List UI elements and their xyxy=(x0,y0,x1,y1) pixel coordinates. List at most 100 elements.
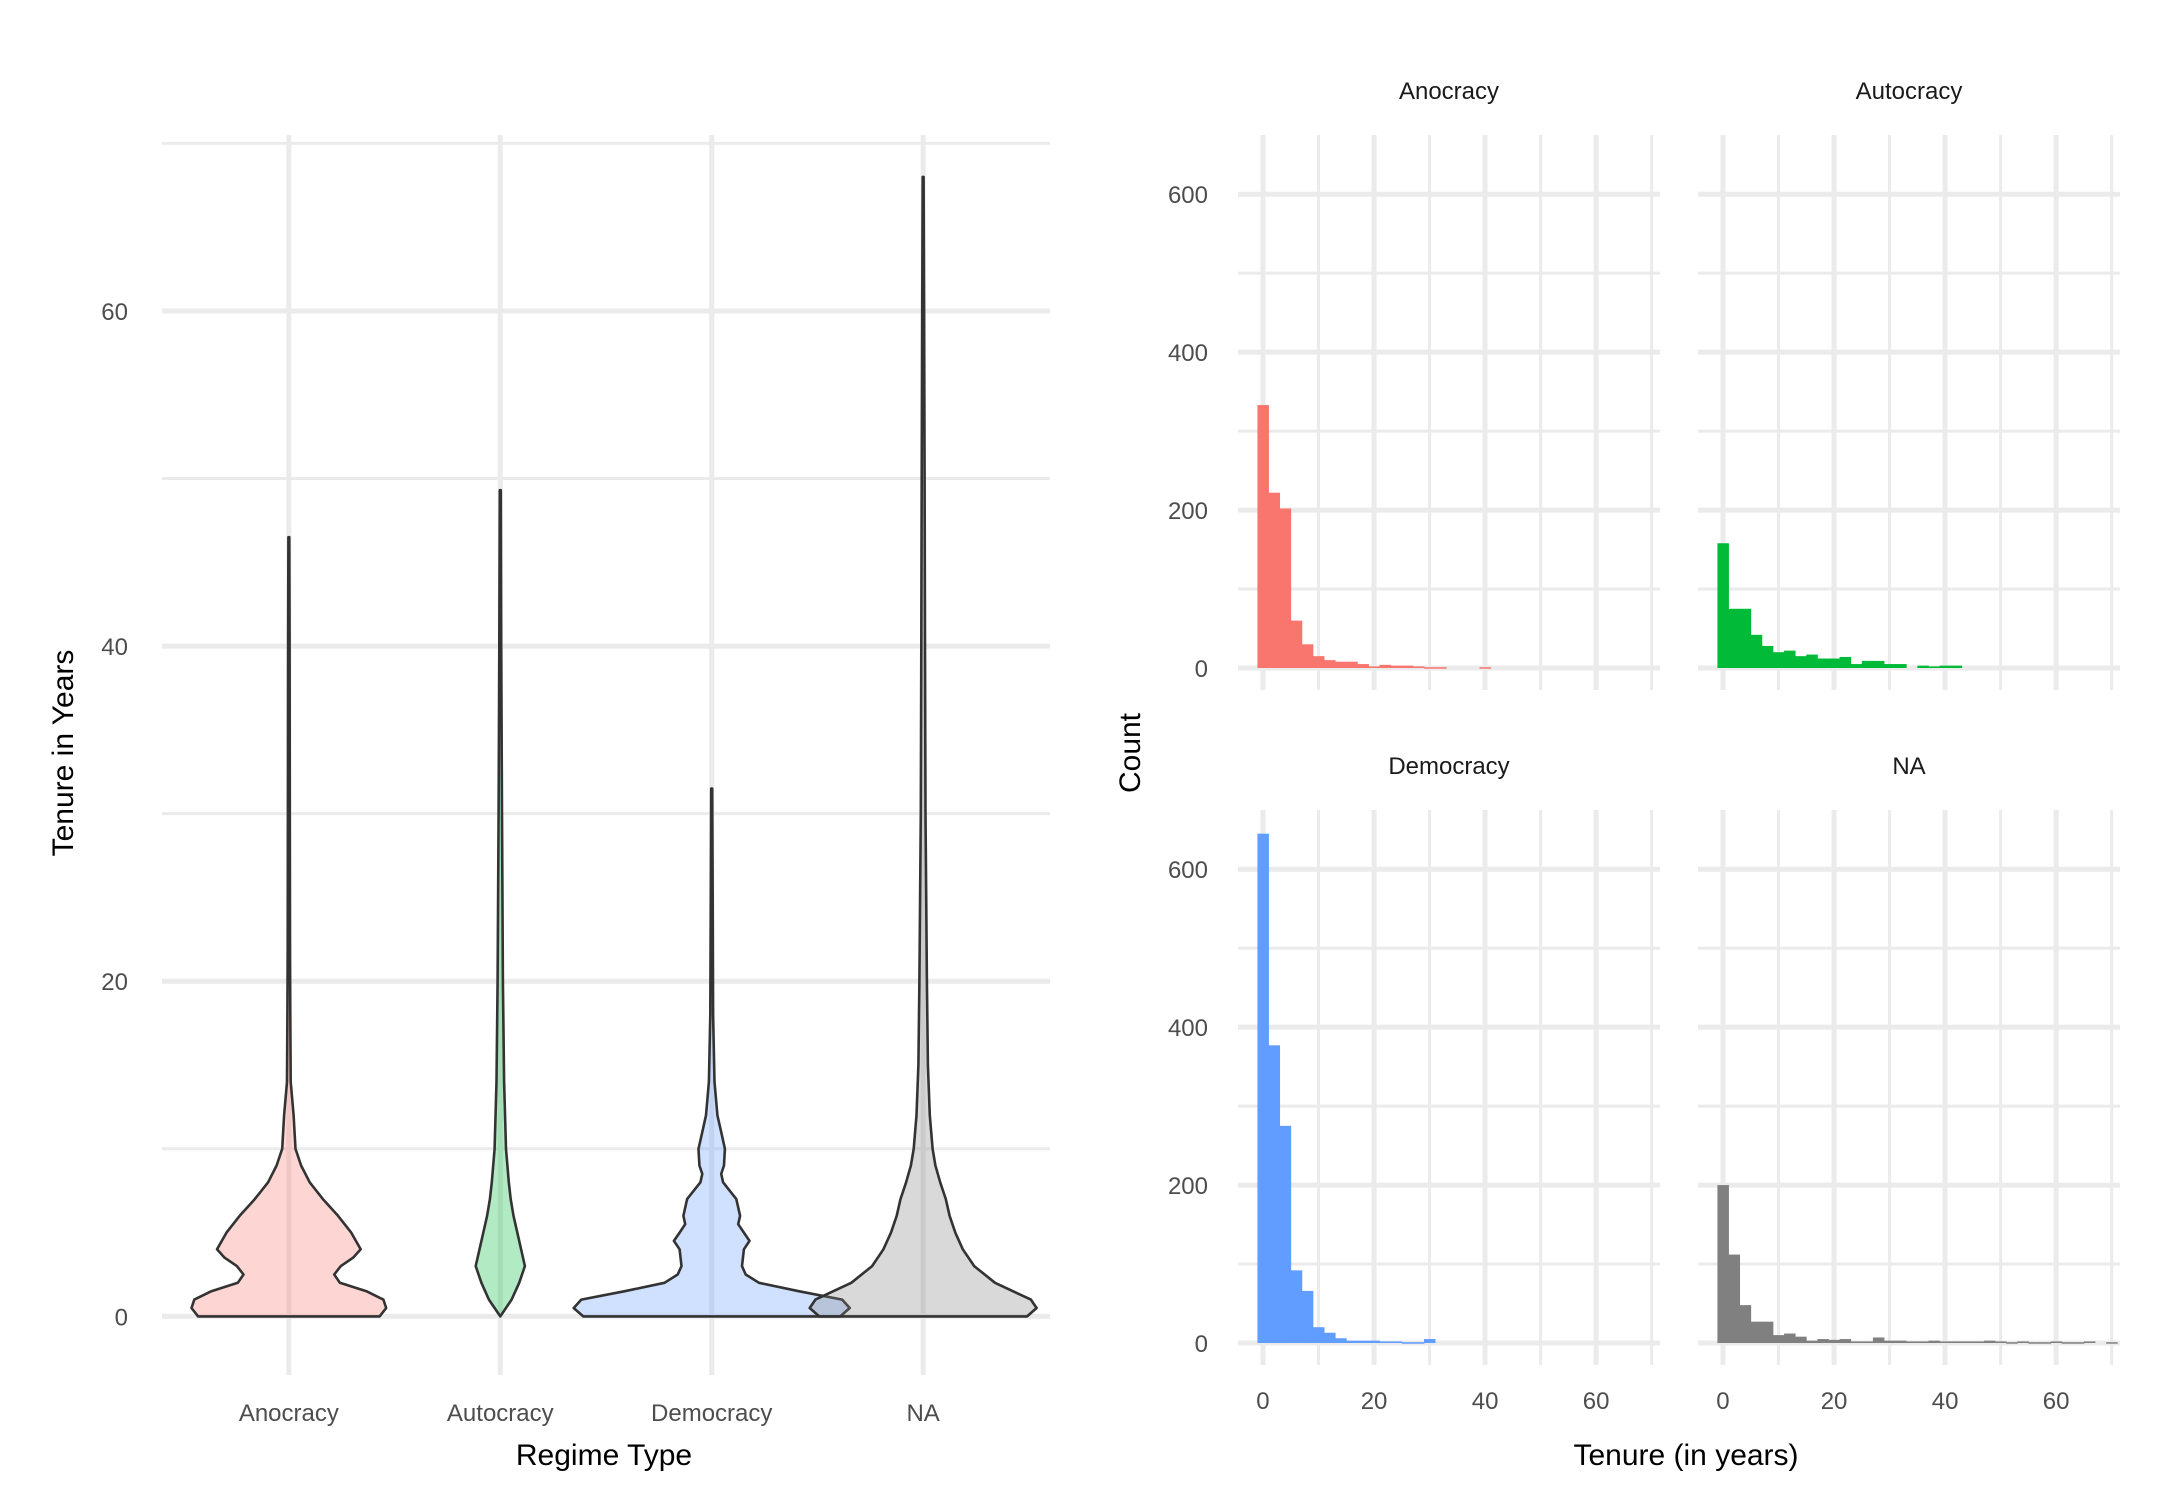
histogram-bar xyxy=(1479,667,1492,669)
histogram-bar xyxy=(1917,665,1929,668)
hist-y-tick-label: 200 xyxy=(1168,498,1208,525)
histogram-bar xyxy=(1772,652,1785,668)
histogram-bar xyxy=(1357,1340,1369,1343)
histogram-bar xyxy=(1335,1338,1347,1343)
histogram-bar xyxy=(1412,666,1425,668)
histogram-facet-na: NA 0 20 40 60 xyxy=(1698,753,2120,1415)
histogram-bar xyxy=(1379,1341,1392,1343)
violin-shape-democracy xyxy=(572,787,851,1318)
histogram-bar xyxy=(1828,1339,1840,1343)
histogram-bar xyxy=(1961,1341,1974,1343)
hist-x-tick-label: 40 xyxy=(1472,1388,1499,1415)
histogram-bar xyxy=(1301,644,1314,668)
histogram-bar xyxy=(1424,667,1436,669)
histogram-bar xyxy=(1728,608,1741,668)
histogram-bar xyxy=(1750,1321,1763,1343)
histogram-bar xyxy=(1268,492,1281,668)
histogram-bar xyxy=(1401,665,1414,668)
hist-y-tick-label: 400 xyxy=(1168,340,1208,367)
histogram-bar xyxy=(1817,1339,1829,1343)
hist-x-tick-label: 60 xyxy=(2043,1388,2070,1415)
histogram-bar xyxy=(2017,1341,2029,1343)
violin-y-tick-label: 0 xyxy=(115,1304,128,1331)
histogram-bar xyxy=(1795,1336,1807,1343)
histogram-bar xyxy=(1312,656,1325,668)
histogram-bar xyxy=(1817,658,1829,668)
histogram-bar xyxy=(1917,1341,1929,1343)
histogram-bar xyxy=(1324,1332,1336,1343)
histogram-bar xyxy=(1390,1341,1403,1343)
histogram-bar xyxy=(1257,405,1269,668)
histogram-x-axis-title: Tenure (in years) xyxy=(1573,1439,1798,1472)
hist-y-tick-label: 600 xyxy=(1168,182,1208,209)
hist-y-tick-label: 200 xyxy=(1168,1173,1208,1200)
histogram-bar xyxy=(1895,664,1907,668)
histogram-bar xyxy=(1424,1339,1436,1343)
violin-y-axis-title: Tenure in Years xyxy=(47,650,80,857)
facet-strip-label: Autocracy xyxy=(1856,78,1963,105)
histogram-bar xyxy=(1784,650,1796,668)
histogram-bar xyxy=(1301,1290,1314,1343)
histogram-bar xyxy=(1983,1340,1996,1343)
hist-x-tick-label: 20 xyxy=(1821,1388,1848,1415)
histogram-bar xyxy=(1368,1340,1380,1343)
histogram-bar xyxy=(1390,665,1403,668)
histogram-y-axis-title: Count xyxy=(1114,712,1147,793)
histogram-bar xyxy=(1368,666,1380,668)
histogram-bar xyxy=(1761,645,1774,668)
histogram-bar xyxy=(1828,658,1840,668)
histogram-bar xyxy=(1279,508,1292,668)
histogram-bar xyxy=(1257,833,1269,1343)
histogram-bar xyxy=(1435,667,1447,669)
histogram-bar xyxy=(2039,1342,2051,1344)
histogram-bar xyxy=(1379,664,1392,668)
histogram-bar xyxy=(1884,1340,1896,1343)
histogram-bar xyxy=(1312,1327,1325,1343)
histogram-bar xyxy=(1861,660,1874,668)
histogram-bar xyxy=(1772,1335,1785,1343)
histogram-bar xyxy=(1806,1340,1818,1343)
histogram-bar xyxy=(1872,1337,1885,1343)
histogram-bar xyxy=(1928,666,1940,668)
histogram-bar xyxy=(1346,1340,1358,1343)
histogram-facet-anocracy: Anocracy 0 200 400 600 xyxy=(1168,78,1660,690)
histogram-bar xyxy=(1290,620,1303,668)
histogram-bar xyxy=(1739,608,1752,668)
histogram-bar xyxy=(1324,660,1336,668)
histogram-bar xyxy=(1928,1340,1940,1343)
histogram-bar xyxy=(1268,1045,1281,1343)
histogram-bar xyxy=(1412,1342,1425,1344)
histogram-bar xyxy=(1839,1339,1852,1343)
histogram-bar xyxy=(1850,664,1863,668)
histogram-facet-autocracy: Autocracy xyxy=(1698,78,2120,690)
histogram-bar xyxy=(1850,1341,1863,1343)
histogram-bar xyxy=(1750,634,1763,668)
histogram-bar xyxy=(1995,1341,2007,1343)
histogram-bar xyxy=(1717,543,1729,668)
histogram-bar xyxy=(1401,1342,1414,1344)
histogram-bar xyxy=(1806,654,1818,668)
histogram-bar xyxy=(1728,1254,1741,1343)
histogram-bar xyxy=(1884,664,1896,668)
histogram-bar xyxy=(1335,661,1347,668)
facet-strip-label: Anocracy xyxy=(1399,78,1499,105)
histogram-bar xyxy=(1939,665,1952,668)
histogram-bar xyxy=(1290,1270,1303,1343)
facet-strip-label: Democracy xyxy=(1388,753,1509,780)
histogram-facets: Anocracy 0 200 400 600 Autocracy Democracy 0 200… xyxy=(1168,78,2120,1415)
histogram-bar xyxy=(1861,1341,1874,1343)
histogram-bar xyxy=(1795,656,1807,668)
hist-y-tick-label: 400 xyxy=(1168,1015,1208,1042)
violin-shape-autocracy xyxy=(474,488,527,1318)
violin-x-tick-label: Democracy xyxy=(651,1400,772,1427)
hist-x-tick-label: 0 xyxy=(1256,1388,1269,1415)
violin-shape-na xyxy=(808,175,1038,1318)
violin-x-axis-title: Regime Type xyxy=(516,1439,692,1472)
histogram-bar xyxy=(1950,1341,1963,1343)
hist-y-tick-label: 0 xyxy=(1195,1331,1208,1358)
histogram-bar xyxy=(1972,1341,1985,1343)
histogram-bar xyxy=(1872,660,1885,668)
violin-y-tick-label: 60 xyxy=(101,299,128,326)
histogram-bar xyxy=(2061,1342,2074,1344)
histogram-bar xyxy=(2006,1342,2018,1344)
